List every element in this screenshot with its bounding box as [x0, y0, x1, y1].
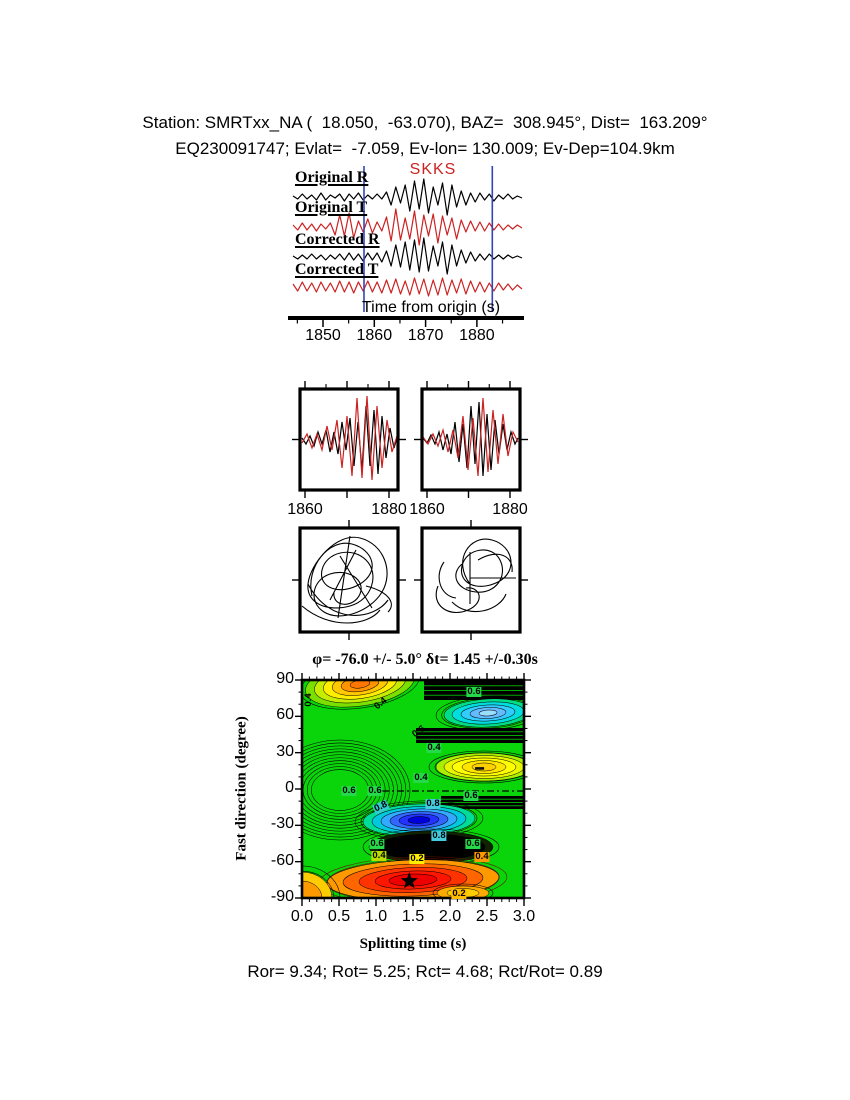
contour-level-label: 0.6 [466, 686, 482, 698]
overlay-trace-1-0 [423, 401, 519, 477]
overlay-trace-1-1 [423, 397, 519, 477]
contour-level-label: 0.6 [367, 785, 383, 797]
contour-level-label: 0.6 [369, 838, 385, 850]
contour-markers [400, 767, 485, 889]
overlay-trace-0-1 [301, 395, 397, 481]
time-tick-label: 1850 [305, 327, 341, 344]
contour-x-tick-label: 0.5 [327, 908, 351, 925]
panel-tick-label: 1880 [492, 501, 528, 518]
trace-label-original-t: Original T [295, 199, 368, 216]
contour-level-label: 0.6 [465, 838, 481, 850]
contour-level-label: 0.4 [474, 851, 490, 863]
contour-y-tick-label: -90 [270, 888, 294, 905]
contour-title: φ= -76.0 +/- 5.0° δt= 1.45 +/-0.30s [312, 651, 538, 668]
contour-level-label: 0.4 [426, 742, 442, 754]
contour-level-label: 0.6 [341, 785, 357, 797]
original-corrected-traces [292, 178, 523, 297]
best-fit-star [400, 872, 418, 889]
event-title: EQ230091747; Evlat= -7.059, Ev-lon= 130.… [175, 139, 675, 158]
contour-axis-ticks [295, 673, 531, 906]
analysis-window-lines [363, 166, 494, 312]
contour-x-tick-label: 2.5 [475, 908, 499, 925]
time-tick-label: 1880 [459, 327, 495, 344]
contour-y-tick-label: -30 [270, 815, 294, 833]
phase-label: SKKS [409, 161, 457, 178]
hodogram-curve-1 [301, 535, 392, 624]
contour-level-label: 0.4 [371, 850, 387, 862]
contour-x-tick-label: 2.0 [438, 908, 462, 925]
contour-x-tick-label: 1.5 [401, 908, 425, 925]
panel-ticks [292, 381, 528, 640]
contour-x-tick-label: 1.0 [364, 908, 388, 925]
panel-tick-label: 1860 [409, 501, 445, 518]
contour-map [302, 680, 524, 898]
contour-level-label: 0.2 [409, 853, 425, 865]
contour-y-tick-label: 90 [276, 670, 294, 687]
contour-level-label: 0.8 [431, 830, 447, 842]
station-title: Station: SMRTxx_NA ( 18.050, -63.070), B… [142, 113, 708, 132]
contour-level-label: 0.4 [413, 772, 429, 784]
particle-motion-panels [301, 535, 516, 624]
contour-x-tick-label: 0.0 [290, 908, 314, 925]
seismogram-trace-2 [292, 237, 523, 275]
trace-label-corrected-r: Corrected R [295, 231, 380, 248]
hodogram-box-2 [420, 526, 522, 634]
time-tick-label: 1870 [407, 327, 444, 344]
panel-tick-label: 1880 [371, 501, 407, 518]
seismogram-trace-0 [292, 178, 523, 216]
contour-y-tick-label: 0 [285, 779, 294, 796]
secondary-minus-marker [475, 767, 485, 770]
contour-level-label: 0.2 [451, 888, 467, 900]
trace-label-corrected-t: Corrected T [295, 261, 379, 278]
contour-y-tick-label: 60 [276, 706, 294, 724]
contour-level-label: 0.6 [463, 790, 479, 802]
contour-y-tick-label: -60 [270, 851, 294, 869]
hodogram-curve-2 [435, 538, 516, 614]
contour-ylabel: Fast direction (degree) [233, 716, 250, 861]
contour-level-label: 0.8 [425, 798, 441, 810]
contour-xlabel: Splitting time (s) [359, 936, 467, 952]
trace-label-original-r: Original R [295, 169, 369, 186]
overlay-waveform-panels [301, 395, 519, 481]
time-axis-label: Time from origin (s) [361, 299, 501, 316]
seismogram-trace-3 [292, 277, 523, 297]
contour-y-tick-label: 30 [276, 742, 294, 760]
time-tick-label: 1860 [356, 327, 393, 344]
overlay-trace-0-0 [301, 405, 397, 475]
panel-tick-label: 1860 [287, 501, 323, 518]
time-axis [288, 316, 524, 327]
splitting-statistics: Ror= 9.34; Rot= 5.25; Rct= 4.68; Rct/Rot… [247, 962, 603, 981]
seismogram-trace-1 [292, 208, 523, 246]
contour-level-label: 0.4 [303, 693, 315, 707]
contour-x-tick-label: 3.0 [512, 908, 536, 925]
